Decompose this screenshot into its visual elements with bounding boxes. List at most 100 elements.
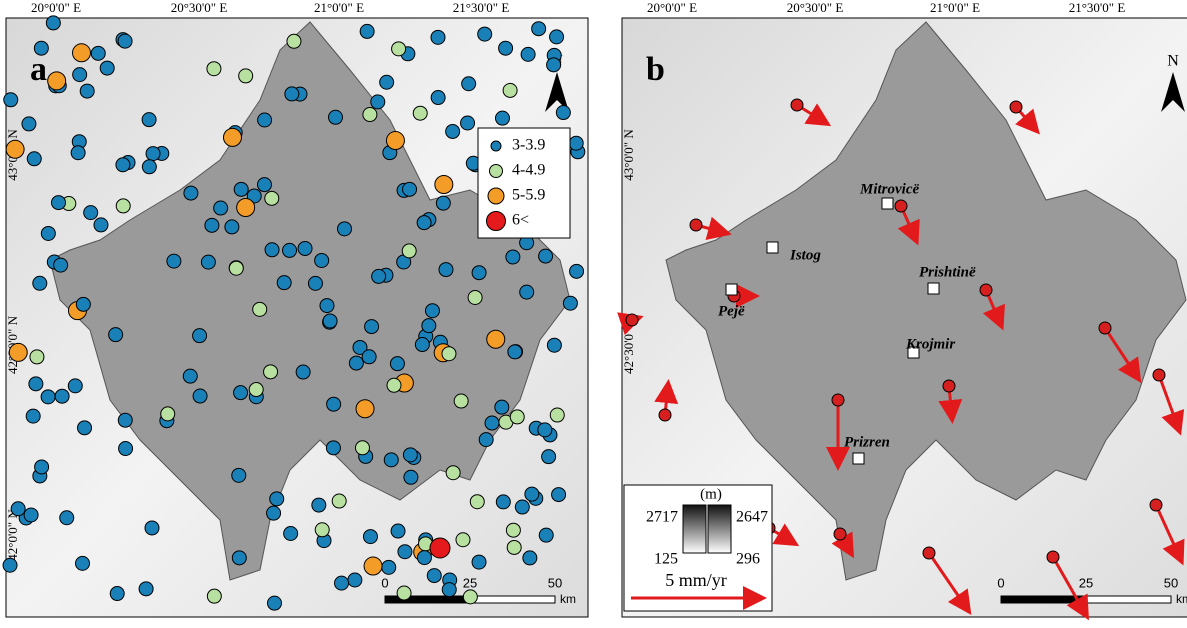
lon-label: 20°30'0" E (171, 0, 228, 15)
earthquake (397, 586, 411, 600)
earthquake (436, 196, 450, 210)
gps-station (659, 409, 671, 421)
earthquake (27, 152, 41, 166)
earthquake (521, 47, 535, 61)
earthquake (46, 16, 60, 30)
earthquake (54, 258, 68, 272)
earthquake (207, 62, 221, 76)
earthquake (287, 34, 301, 48)
earthquake (118, 413, 132, 427)
earthquake (167, 254, 181, 268)
place-label: Mitrovicë (859, 181, 919, 197)
earthquake (403, 182, 417, 196)
earthquake (91, 46, 105, 60)
gps-station (1099, 322, 1111, 334)
earthquake (205, 218, 219, 232)
earthquake (431, 30, 445, 44)
earthquake (229, 261, 243, 275)
earthquake (446, 466, 460, 480)
legend-label: 6< (512, 212, 529, 229)
earthquake (249, 383, 263, 397)
gps-station (923, 547, 935, 559)
earthquake (277, 276, 291, 290)
earthquake (76, 556, 90, 570)
earthquake (60, 511, 74, 525)
earthquake (515, 500, 529, 514)
earthquake (435, 175, 453, 193)
earthquake (430, 538, 450, 558)
place-marker (726, 284, 737, 295)
earthquake (265, 243, 279, 257)
earthquake (34, 41, 48, 55)
earthquake (463, 590, 477, 604)
earthquake (264, 365, 278, 379)
earthquake (468, 290, 482, 304)
legend-marker (487, 212, 506, 231)
earthquake (550, 30, 564, 44)
lon-label: 20°0'0" E (31, 0, 81, 15)
earthquake (362, 350, 376, 364)
earthquake (183, 369, 197, 383)
earthquake (472, 266, 486, 280)
earthquake (139, 582, 153, 596)
map-panel: aN20°0'0" E20°30'0" E21°0'0" E21°30'0" E… (3, 0, 588, 617)
earthquake (145, 521, 159, 535)
earthquake (326, 441, 340, 455)
lon-label: 20°30'0" E (787, 0, 844, 15)
earthquake (569, 136, 583, 150)
earthquake (365, 320, 379, 334)
elevation-label: 125 (654, 551, 678, 568)
earthquake (285, 87, 299, 101)
earthquake (485, 416, 499, 430)
earthquake (547, 338, 561, 352)
earthquake (442, 583, 456, 597)
earthquake (116, 158, 130, 172)
legend-label: 4-4.9 (512, 162, 545, 179)
scale-tick: 0 (381, 575, 388, 590)
earthquake (308, 276, 322, 290)
earthquake (356, 400, 374, 418)
earthquake (570, 264, 584, 278)
figure: aN20°0'0" E20°30'0" E21°0'0" E21°30'0" E… (0, 0, 1187, 623)
panel-label: b (646, 51, 665, 88)
earthquake (427, 569, 441, 583)
earthquake (257, 178, 271, 192)
earthquake (3, 558, 17, 572)
earthquake (11, 502, 25, 516)
earthquake (332, 494, 346, 508)
earthquake (110, 587, 124, 601)
gps-station (626, 314, 638, 326)
scale-tick: 25 (1079, 575, 1093, 590)
earthquake (329, 110, 343, 124)
gps-station (895, 200, 907, 212)
elevation-unit: (m) (700, 486, 722, 502)
gps-station (791, 99, 803, 111)
place-label: Prizren (844, 434, 890, 450)
place-marker (767, 242, 778, 253)
earthquake (387, 378, 401, 392)
scale-tick: 0 (997, 575, 1004, 590)
earthquake (296, 365, 310, 379)
earthquake (550, 408, 564, 422)
earthquake (539, 528, 553, 542)
earthquake (71, 146, 85, 160)
earthquake (417, 216, 431, 230)
earthquake (495, 111, 509, 125)
earthquake (24, 508, 38, 522)
gps-station (980, 284, 992, 296)
earthquake (35, 460, 49, 474)
earthquake (234, 386, 248, 400)
earthquake (507, 540, 521, 554)
earthquake (6, 140, 24, 158)
earthquake (315, 523, 329, 537)
panel-label: a (30, 51, 47, 88)
place-marker (882, 198, 893, 209)
earthquake (142, 113, 156, 127)
earthquake (283, 243, 297, 257)
earthquake (525, 487, 539, 501)
earthquake (542, 450, 556, 464)
earthquake (33, 276, 47, 290)
gps-station (832, 394, 844, 406)
legend-marker (491, 141, 501, 151)
earthquake (223, 128, 241, 146)
